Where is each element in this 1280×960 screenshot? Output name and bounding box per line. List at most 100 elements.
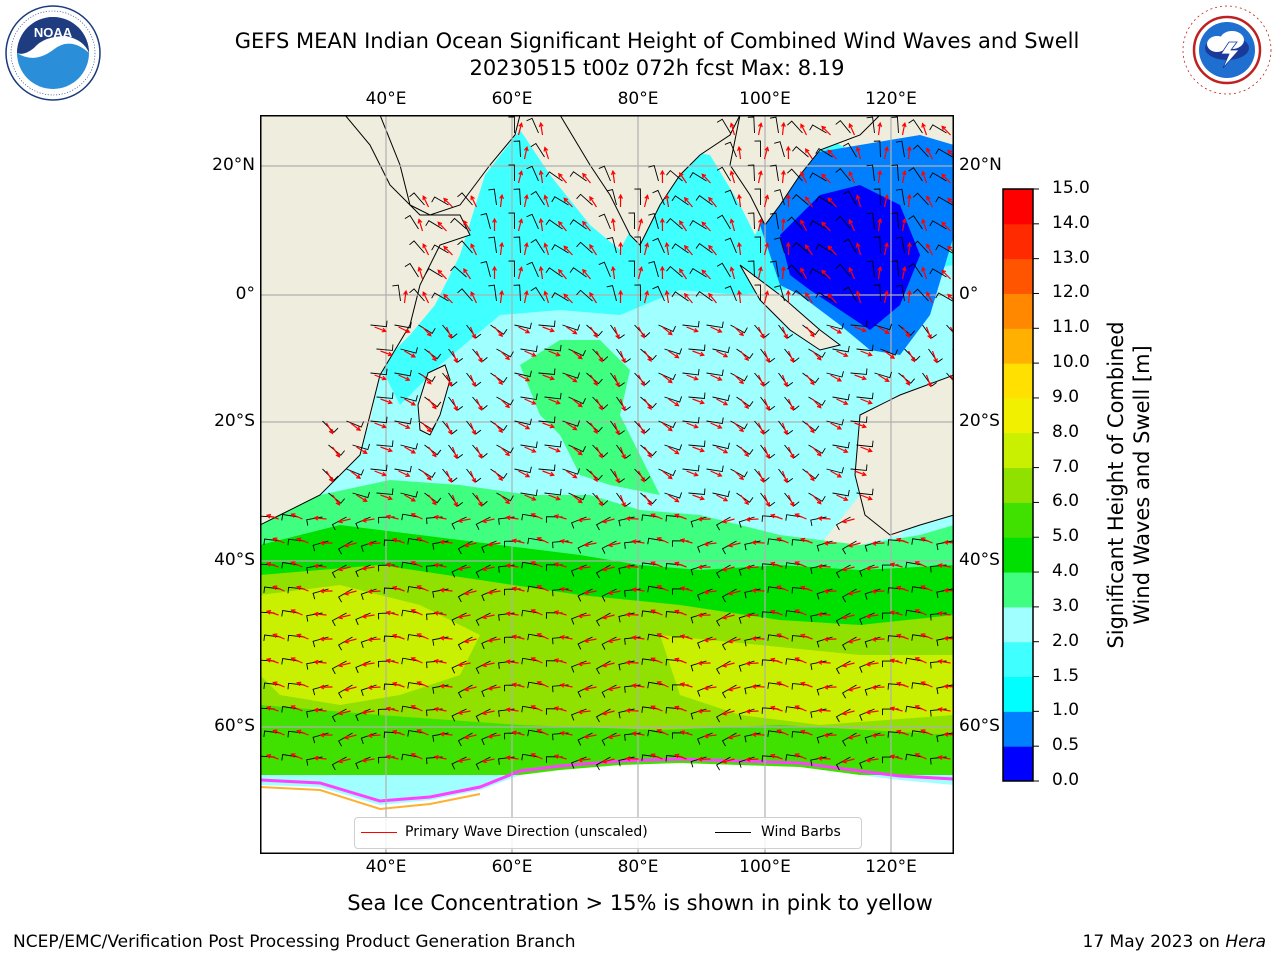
wave-direction-arrow bbox=[524, 350, 537, 357]
wind-barb bbox=[832, 489, 850, 497]
wave-direction-arrow bbox=[662, 326, 673, 336]
wind-barb bbox=[866, 164, 875, 182]
wave-direction-arrow bbox=[871, 684, 885, 690]
wave-direction-arrow bbox=[265, 513, 279, 520]
colorbar-swatch bbox=[1003, 676, 1033, 712]
wave-direction-arrow bbox=[901, 170, 907, 184]
wave-direction-arrow bbox=[794, 753, 807, 760]
wave-direction-arrow bbox=[830, 374, 843, 382]
wind-barb bbox=[409, 192, 425, 206]
wind-barb bbox=[520, 393, 538, 401]
colorbar-tick-label: 8.0 bbox=[1052, 421, 1080, 442]
wave-direction-arrow bbox=[830, 422, 843, 430]
wind-barb bbox=[394, 369, 412, 377]
wave-direction-arrow bbox=[937, 755, 951, 760]
wave-direction-arrow bbox=[313, 611, 327, 617]
wind-barb bbox=[784, 396, 800, 411]
wave-direction-arrow bbox=[668, 398, 680, 407]
wave-direction-arrow bbox=[505, 611, 519, 617]
wind-barb bbox=[682, 320, 700, 328]
wave-direction-arrow bbox=[674, 513, 687, 520]
wave-direction-arrow bbox=[806, 326, 815, 338]
wave-direction-arrow bbox=[577, 517, 591, 523]
wave-direction-arrow bbox=[734, 374, 744, 385]
wave-direction-arrow bbox=[787, 494, 795, 508]
wind-barb bbox=[929, 268, 947, 278]
wave-direction-arrow bbox=[487, 685, 501, 691]
wave-direction-arrow bbox=[319, 684, 333, 690]
wave-direction-arrow bbox=[902, 374, 911, 386]
wind-barb bbox=[526, 117, 539, 134]
wave-direction-arrow bbox=[703, 589, 717, 595]
wave-direction-arrow bbox=[457, 758, 471, 764]
wind-barb bbox=[770, 116, 779, 134]
colorbar-title-line2: Wind Waves and Swell [m] bbox=[1130, 345, 1154, 625]
wave-direction-arrow bbox=[896, 585, 909, 592]
wave-direction-arrow bbox=[643, 242, 650, 256]
wave-direction-arrow bbox=[475, 350, 483, 364]
wave-direction-legend-label: Primary Wave Direction (unscaled) bbox=[405, 824, 648, 840]
wave-direction-arrow bbox=[668, 446, 680, 455]
wave-direction-arrow bbox=[595, 494, 603, 507]
wave-direction-arrow bbox=[941, 173, 951, 184]
wave-direction-arrow bbox=[703, 733, 717, 739]
wind-barb bbox=[716, 166, 731, 182]
wind-barb bbox=[360, 636, 377, 648]
wave-direction-arrow bbox=[914, 657, 927, 664]
colorbar-tick-label: 5.0 bbox=[1052, 526, 1080, 547]
wind-barb bbox=[690, 516, 707, 528]
wave-direction-arrow bbox=[800, 171, 808, 184]
wave-direction-arrow bbox=[659, 169, 665, 184]
wind-barb bbox=[400, 491, 418, 498]
wave-direction-arrow bbox=[692, 350, 705, 357]
wind-barb bbox=[376, 344, 394, 351]
wind-barb bbox=[322, 420, 339, 433]
colorbar-tick-label: 3.0 bbox=[1052, 595, 1080, 616]
wave-direction-arrow bbox=[740, 494, 749, 506]
wave-direction-arrow bbox=[619, 398, 626, 412]
wind-barb bbox=[832, 345, 850, 353]
wave-direction-arrow bbox=[896, 681, 909, 688]
wave-direction-arrow bbox=[906, 193, 912, 208]
wind-barb bbox=[370, 368, 388, 376]
wave-direction-arrow bbox=[391, 633, 405, 640]
wave-direction-arrow bbox=[391, 729, 405, 736]
wave-direction-arrow bbox=[583, 686, 597, 692]
wave-direction-arrow bbox=[601, 614, 615, 620]
wave-direction-arrow bbox=[439, 587, 453, 593]
wave-direction-arrow bbox=[787, 350, 795, 364]
wave-direction-arrow bbox=[836, 350, 849, 357]
wave-direction-arrow bbox=[841, 614, 855, 620]
wave-direction-arrow bbox=[902, 326, 911, 338]
wave-direction-arrow bbox=[536, 633, 549, 640]
wave-direction-arrow bbox=[481, 518, 495, 524]
wave-direction-arrow bbox=[523, 242, 529, 256]
wave-direction-arrow bbox=[290, 705, 303, 712]
wind-barb bbox=[873, 236, 881, 254]
wave-direction-arrow bbox=[643, 446, 652, 459]
wind-barb bbox=[809, 124, 827, 134]
wave-direction-arrow bbox=[848, 170, 856, 184]
wind-barb bbox=[610, 420, 625, 435]
wave-direction-arrow bbox=[854, 326, 867, 333]
wind-barb bbox=[908, 119, 923, 134]
wave-direction-arrow bbox=[469, 374, 477, 388]
wave-direction-arrow bbox=[469, 326, 477, 340]
wave-direction-arrow bbox=[906, 241, 912, 256]
wind-barb bbox=[586, 324, 603, 337]
wind-barb bbox=[442, 372, 458, 387]
wind-barb bbox=[606, 188, 617, 206]
wave-direction-arrow bbox=[865, 661, 879, 667]
lon-label-bottom-60e: 60°E bbox=[491, 857, 533, 877]
wind-barb bbox=[545, 267, 563, 278]
wave-direction-arrow bbox=[538, 121, 544, 136]
wind-barb bbox=[850, 464, 868, 471]
wave-direction-arrow bbox=[470, 243, 478, 256]
wind-barb bbox=[866, 260, 875, 278]
wave-direction-arrow bbox=[559, 538, 573, 544]
wind-barb bbox=[671, 291, 689, 302]
wind-barb bbox=[394, 465, 412, 473]
wave-direction-arrow bbox=[659, 217, 665, 232]
wind-barb bbox=[935, 196, 953, 206]
wind-barb bbox=[929, 220, 947, 230]
